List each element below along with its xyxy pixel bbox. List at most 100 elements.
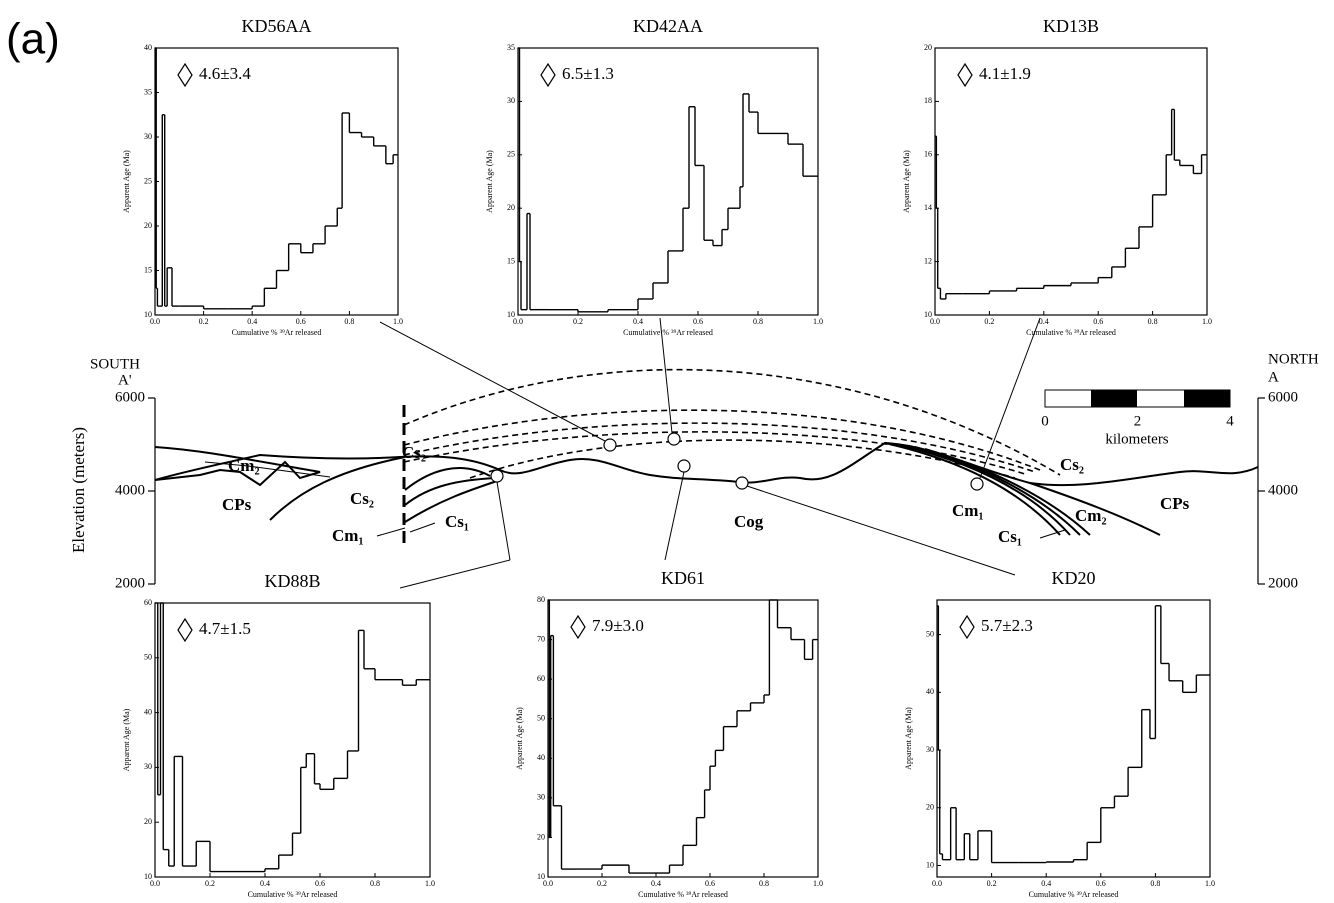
y-tick-label: 20 (144, 221, 152, 230)
age-annotation: 4.1±1.9 (979, 64, 1031, 83)
x-tick-label: 0.4 (1039, 317, 1049, 326)
y-tick-label: 40 (144, 43, 152, 52)
y-tick-label: 60 (144, 598, 152, 607)
y-tick-label: 80 (537, 595, 545, 604)
y-axis-label: Apparent Age (Ma) (904, 707, 913, 770)
y-tick-label: 10 (507, 310, 515, 319)
y-tick-label: 40 (537, 753, 545, 762)
elevation-tick-label: 4000 (115, 482, 145, 498)
rock-unit-label: Cs₁ (445, 512, 469, 531)
y-axis-label: Apparent Age (Ma) (485, 150, 494, 213)
figure: (a) KD56AA 0.0 0.2 0.4 0.6 (0, 0, 1334, 903)
elevation-label: Elevation (meters) (69, 427, 88, 553)
y-tick-label: 15 (507, 256, 515, 265)
x-tick-label: 0.0 (932, 879, 942, 888)
y-tick-label: 30 (507, 96, 515, 105)
y-tick-label: 10 (926, 860, 934, 869)
x-tick-label: 0.4 (633, 317, 643, 326)
elevation-tick-label: 6000 (115, 389, 145, 405)
y-tick-label: 40 (144, 707, 152, 716)
x-tick-label: 1.0 (813, 879, 823, 888)
south-label: SOUTH (90, 356, 140, 372)
x-axis-label: Cumulative % ³⁹Ar released (638, 890, 728, 899)
y-tick-label: 12 (924, 256, 932, 265)
x-tick-label: 0.6 (1093, 317, 1103, 326)
y-tick-label: 10 (537, 872, 545, 881)
y-tick-label: 20 (144, 817, 152, 826)
rock-unit-label: Cs₂ (1060, 455, 1084, 474)
y-tick-label: 30 (926, 745, 934, 754)
y-tick-label: 50 (926, 629, 934, 638)
panel-label: (a) (6, 15, 60, 64)
y-axis-label: Apparent Age (Ma) (122, 150, 131, 213)
y-tick-label: 30 (144, 762, 152, 771)
x-tick-label: 0.8 (344, 317, 354, 326)
rock-unit-label: Cm₂ (228, 456, 260, 475)
x-tick-label: 0.4 (260, 879, 270, 888)
x-tick-label: 0.4 (651, 879, 661, 888)
scale-label: 4 (1226, 413, 1234, 429)
x-tick-label: 1.0 (393, 317, 403, 326)
x-tick-label: 0.8 (370, 879, 380, 888)
x-tick-label: 0.8 (1148, 317, 1158, 326)
x-tick-label: 0.6 (1096, 879, 1106, 888)
x-axis-label: Cumulative % ³⁹Ar released (1026, 328, 1116, 337)
x-tick-label: 0.8 (1150, 879, 1160, 888)
y-tick-label: 10 (924, 310, 932, 319)
y-tick-label: 30 (537, 793, 545, 802)
y-tick-label: 20 (507, 203, 515, 212)
chart-title: KD13B (1043, 16, 1099, 36)
age-annotation: 4.7±1.5 (199, 619, 251, 638)
y-tick-label: 25 (144, 176, 152, 185)
y-axis-label: Apparent Age (Ma) (902, 150, 911, 213)
y-tick-label: 50 (144, 653, 152, 662)
y-tick-label: 30 (144, 132, 152, 141)
scale-label: 0 (1041, 413, 1049, 429)
x-axis-label: Cumulative % ³⁹Ar released (623, 328, 713, 337)
north-label: NORTH (1268, 351, 1319, 367)
x-tick-label: 0.4 (1041, 879, 1051, 888)
x-tick-label: 0.6 (296, 317, 306, 326)
plot-frame (548, 600, 818, 877)
y-tick-label: 20 (924, 43, 932, 52)
y-tick-label: 15 (144, 265, 152, 274)
a-prime-label: A' (118, 372, 132, 388)
rock-unit-label: Cs₂ (350, 489, 374, 508)
x-tick-label: 0.6 (705, 879, 715, 888)
x-tick-label: 0.4 (247, 317, 257, 326)
age-annotation: 5.7±2.3 (981, 616, 1033, 635)
a-label: A (1268, 369, 1279, 385)
x-tick-label: 0.8 (759, 879, 769, 888)
age-annotation: 7.9±3.0 (592, 616, 644, 635)
y-tick-label: 40 (926, 687, 934, 696)
rock-unit-label: Cm₁ (952, 501, 984, 520)
x-tick-label: 0.8 (753, 317, 763, 326)
chart-title: KD88B (264, 571, 320, 591)
x-axis-label: Cumulative % ³⁹Ar released (248, 890, 338, 899)
x-tick-label: 0.6 (315, 879, 325, 888)
y-axis-label: Apparent Age (Ma) (515, 707, 524, 770)
x-tick-label: 1.0 (1205, 879, 1215, 888)
y-tick-label: 14 (924, 203, 932, 212)
y-tick-label: 18 (924, 96, 932, 105)
y-axis-label: Apparent Age (Ma) (122, 708, 131, 771)
x-axis-label: Cumulative % ³⁹Ar released (232, 328, 322, 337)
chart-title: KD56AA (242, 16, 312, 36)
y-tick-label: 16 (924, 150, 932, 159)
elevation-tick-label: 2000 (1268, 575, 1298, 591)
rock-unit-label: CPs (1160, 494, 1190, 513)
rock-unit-label: Cog (734, 512, 764, 531)
chart-title: KD61 (661, 568, 705, 588)
elevation-tick-label: 6000 (1268, 389, 1298, 405)
y-tick-label: 25 (507, 150, 515, 159)
chart-title: KD42AA (633, 16, 703, 36)
rock-unit-label: CPs (222, 495, 252, 514)
rock-unit-label: Cm₁ (332, 526, 364, 545)
y-tick-label: 20 (537, 832, 545, 841)
age-annotation: 4.6±3.4 (199, 64, 251, 83)
x-tick-label: 0.2 (984, 317, 994, 326)
